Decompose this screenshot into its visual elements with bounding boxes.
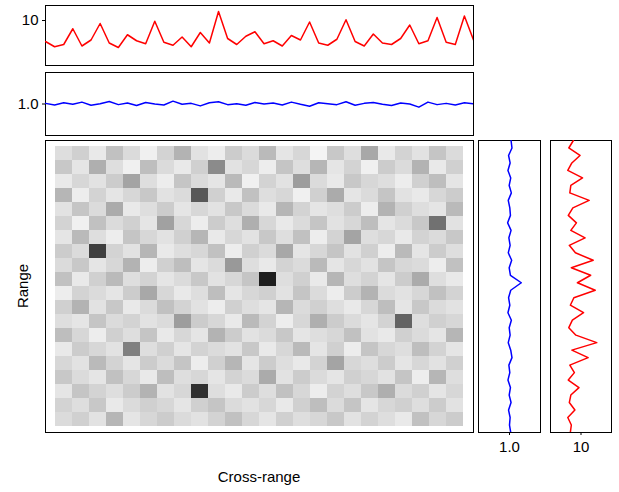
svg-text:10: 10 [22,11,39,28]
svg-text:1.0: 1.0 [499,438,520,455]
html-text:Cross-range: Cross-range [217,468,301,485]
html-text:Range: Range [13,263,31,309]
svg-text:1.0: 1.0 [18,95,39,112]
svg-text:10: 10 [573,438,590,455]
